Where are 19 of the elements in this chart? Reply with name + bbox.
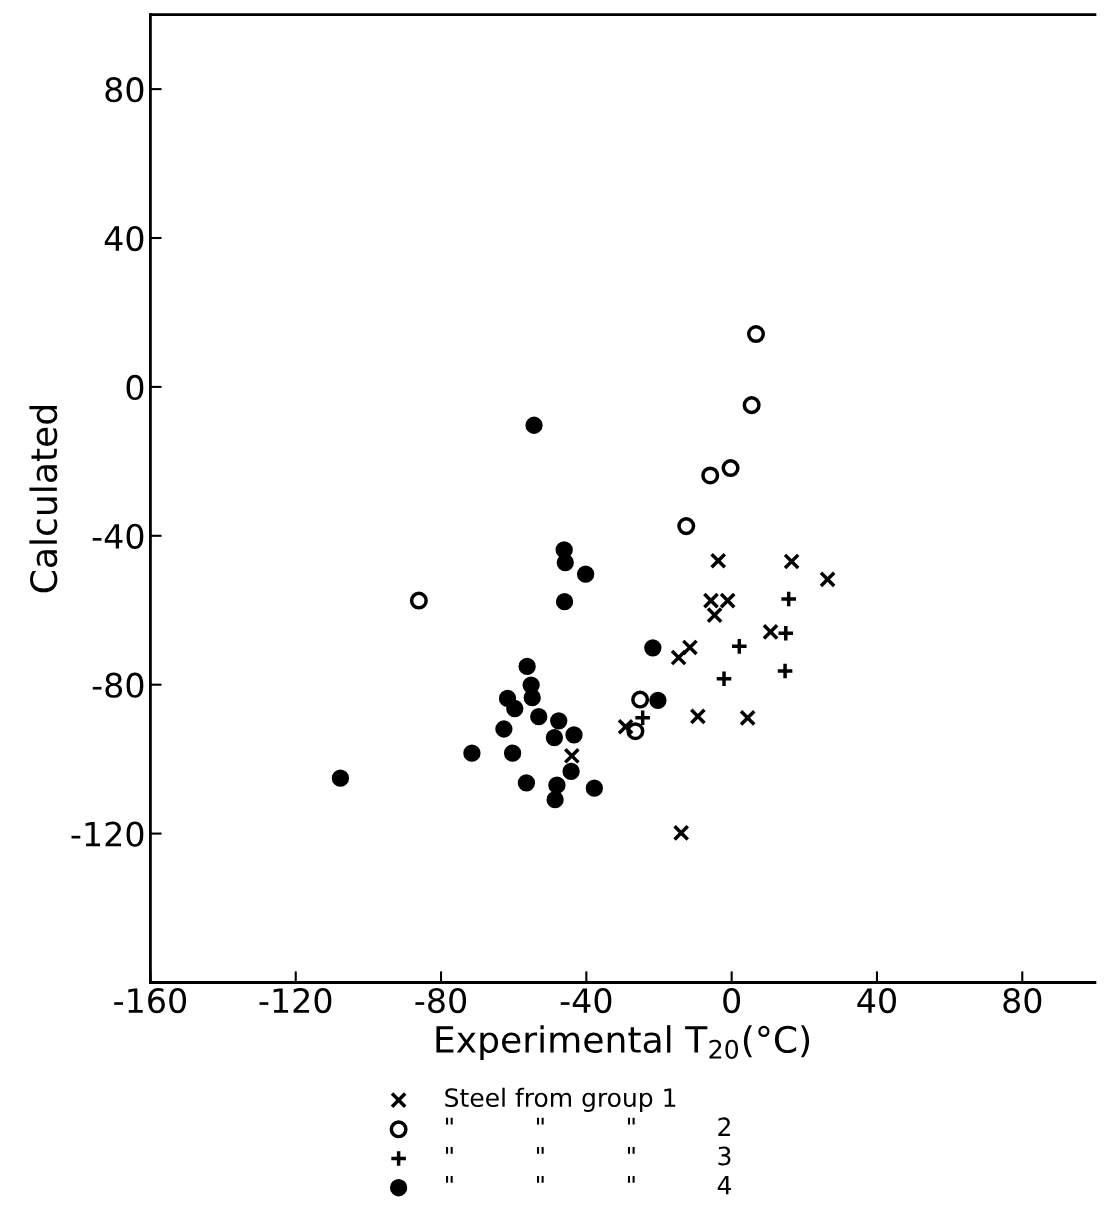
x-axis-title: Experimental T$_{20}$(°C) xyxy=(436,1025,810,1061)
y-tick-label: -80 xyxy=(92,672,144,698)
y-tick-label: 0 xyxy=(126,374,144,401)
x-tick-label: -120 xyxy=(259,987,332,1014)
x-tick-label: 80 xyxy=(1003,987,1042,1014)
y-tick-label: 80 xyxy=(105,77,144,103)
x-tick-label: -160 xyxy=(114,987,187,1014)
x-tick-label: -40 xyxy=(560,987,612,1014)
x-tick-label: 40 xyxy=(857,987,896,1014)
x-tick-label: -80 xyxy=(415,987,467,1014)
y-tick-label: 40 xyxy=(104,225,144,252)
y-tick-label: -120 xyxy=(71,821,144,847)
y-tick-label: -40 xyxy=(92,523,144,549)
x-tick-label: 0 xyxy=(723,987,741,1014)
legend-label: " " " 3 xyxy=(446,1146,731,1166)
legend-label: " " " 4 xyxy=(446,1176,732,1195)
legend-label: " " " 2 xyxy=(446,1117,730,1136)
legend-label: Steel from group 1 xyxy=(445,1087,676,1112)
y-axis-title: Calculated xyxy=(29,406,58,593)
